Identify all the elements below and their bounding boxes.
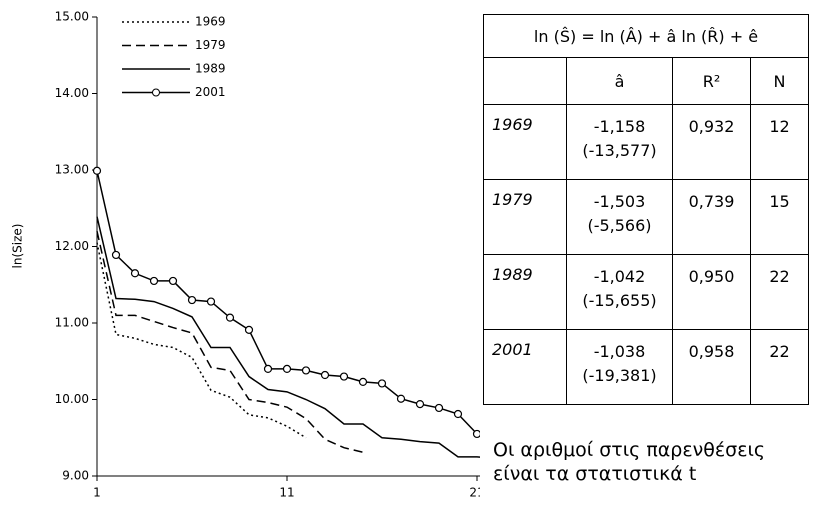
cell-text: 22	[769, 342, 790, 361]
col-header: â	[566, 57, 673, 105]
point	[339, 372, 349, 381]
cell: 0,739	[672, 179, 751, 255]
chart: ln(Size) 9.00 10.00 11.00 12.00 13.00 14.00 15…	[11, 10, 480, 500]
cell: -1,158 (-13,577)	[566, 104, 673, 180]
cell-text: (-13,577)	[582, 141, 657, 160]
point	[358, 377, 368, 387]
cell-text: 0,739	[688, 192, 735, 211]
point	[225, 313, 235, 322]
point	[453, 409, 463, 419]
y-tick-label: 15.00	[55, 10, 89, 24]
point	[168, 276, 178, 286]
cell: 0,958	[672, 329, 751, 405]
cell-text: (-5,566)	[587, 216, 652, 235]
cell-text: 0,932	[688, 117, 735, 136]
y-tick-label: 9.00	[62, 469, 89, 483]
cell-text: 0,958	[688, 342, 735, 361]
y-tick-label: 12.00	[55, 239, 89, 253]
cell: 2001	[483, 329, 567, 405]
cell-text: 15	[769, 192, 790, 211]
cell: 1969	[483, 104, 567, 180]
cell: -1,503 (-5,566)	[566, 179, 673, 255]
point	[92, 166, 102, 175]
cell-text: 1969	[492, 115, 533, 134]
point	[377, 379, 387, 388]
cell-text: (-15,655)	[582, 291, 657, 310]
y-tick-label: 13.00	[55, 163, 89, 177]
note: Οι αριθμοί στις παρενθέσεις είναι τα στα…	[493, 439, 766, 485]
col-header: N	[750, 57, 809, 105]
cell: 22	[750, 329, 809, 405]
point	[301, 366, 311, 375]
point	[263, 364, 273, 373]
cell-text: (-19,381)	[582, 366, 657, 385]
x-tick-label: 11	[279, 486, 294, 500]
series-line	[96, 242, 307, 439]
cell-text: 2001	[492, 340, 533, 359]
point	[187, 295, 197, 305]
y-tick-label: 10.00	[55, 392, 89, 406]
y-tick-label: 11.00	[55, 316, 89, 330]
legend-label: 2001	[195, 85, 226, 99]
cell: -1,038 (-19,381)	[566, 329, 673, 405]
col-header: R²	[672, 57, 751, 105]
cell-text: -1,158	[593, 117, 646, 136]
legend-marker	[152, 88, 160, 97]
cell-text: 12	[769, 117, 790, 136]
cell: 12	[750, 104, 809, 180]
series-line	[96, 170, 480, 435]
cell-text: 1979	[492, 190, 533, 209]
legend-label: 1969	[195, 15, 226, 29]
point	[415, 399, 425, 409]
table-title: ln (Ŝ) = ln (Â) + â ln (R̂) + ê	[483, 14, 809, 58]
cell: 0,950	[672, 254, 751, 330]
series-line	[96, 231, 364, 454]
cell-text: 22	[769, 267, 790, 286]
cell-text: 0,950	[688, 267, 735, 286]
cell-text: -1,503	[593, 192, 646, 211]
results-table: ln (Ŝ) = ln (Â) + â ln (R̂) + ê â R² N 1…	[483, 14, 809, 405]
point	[282, 364, 292, 373]
cell: 15	[750, 179, 809, 255]
cell: 22	[750, 254, 809, 330]
point	[206, 297, 216, 306]
cell-text: -1,042	[593, 267, 646, 286]
cell: 0,932	[672, 104, 751, 180]
y-axis-label: ln(Size)	[11, 224, 25, 269]
series-line	[96, 216, 480, 458]
cell: -1,042 (-15,655)	[566, 254, 673, 330]
point	[320, 370, 330, 380]
point	[130, 269, 140, 278]
x-tick-label: 1	[93, 486, 101, 500]
cell	[483, 57, 567, 105]
point	[244, 325, 254, 334]
point	[434, 403, 444, 413]
cell: 1979	[483, 179, 567, 255]
y-tick-label: 14.00	[55, 86, 89, 100]
cell: 1989	[483, 254, 567, 330]
point	[396, 394, 406, 403]
cell-text: 1989	[492, 265, 533, 284]
legend-label: 1979	[195, 38, 226, 52]
point	[149, 276, 159, 286]
point	[472, 429, 480, 439]
x-tick-label: 21	[469, 486, 480, 500]
cell-text: -1,038	[593, 342, 646, 361]
point	[111, 250, 121, 260]
legend-label: 1989	[195, 62, 226, 76]
